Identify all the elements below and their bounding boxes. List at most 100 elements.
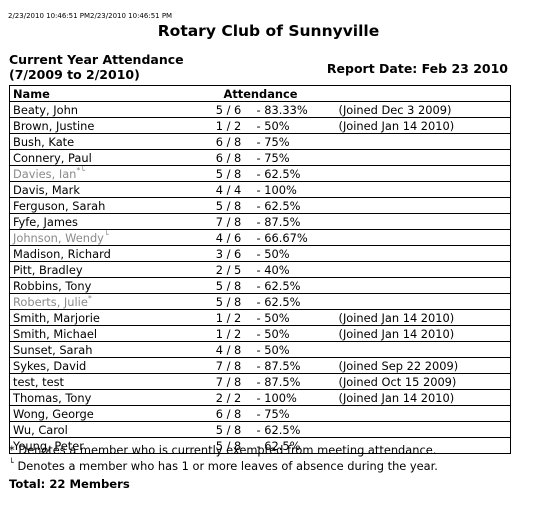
member-name: Bush, Kate bbox=[13, 135, 74, 149]
attendance-ratio: 2 / 2 bbox=[205, 390, 253, 406]
table-row: Connery, Paul 6 / 8- 75% bbox=[10, 150, 511, 166]
attendance-ratio: 5 / 8 bbox=[205, 278, 253, 294]
join-date-note bbox=[333, 182, 511, 198]
attendance-ratio: 5 / 8 bbox=[205, 198, 253, 214]
table-row: test, test 7 / 8- 87.5% (Joined Oct 15 200… bbox=[10, 374, 511, 390]
attendance-ratio: 4 / 4 bbox=[205, 182, 253, 198]
table-row: Roberts, Julie* 5 / 8- 62.5% bbox=[10, 294, 511, 310]
attendance-ratio: 6 / 8 bbox=[205, 134, 253, 150]
member-name-cell: Sykes, David bbox=[10, 358, 205, 374]
member-status-mark: *└ bbox=[76, 166, 85, 175]
attendance-ratio: 1 / 2 bbox=[205, 326, 253, 342]
table-row: Davis, Mark 4 / 4- 100% bbox=[10, 182, 511, 198]
attendance-ratio: 3 / 6 bbox=[205, 246, 253, 262]
member-name-cell: Johnson, Wendy└ bbox=[10, 230, 205, 246]
column-header-name: Name bbox=[10, 86, 205, 102]
attendance-percent: - 50% bbox=[253, 118, 333, 134]
join-date-note: (Joined Jan 14 2010) bbox=[333, 390, 511, 406]
member-name: Sunset, Sarah bbox=[13, 343, 92, 357]
table-row: Ferguson, Sarah 5 / 8- 62.5% bbox=[10, 198, 511, 214]
table-row: Sunset, Sarah 4 / 8- 50% bbox=[10, 342, 511, 358]
member-name: Wu, Carol bbox=[13, 423, 68, 437]
member-name-cell: Davis, Mark bbox=[10, 182, 205, 198]
attendance-percent: - 100% bbox=[253, 182, 333, 198]
table-row: Sykes, David 7 / 8- 87.5% (Joined Sep 22 2… bbox=[10, 358, 511, 374]
attendance-percent: - 83.33% bbox=[253, 102, 333, 118]
member-name: Wong, George bbox=[13, 407, 94, 421]
member-name: Robbins, Tony bbox=[13, 279, 91, 293]
report-date: Report Date: Feb 23 2010 bbox=[0, 61, 508, 76]
member-name-cell: Roberts, Julie* bbox=[10, 294, 205, 310]
attendance-percent: - 62.5% bbox=[253, 278, 333, 294]
join-date-note bbox=[333, 342, 511, 358]
table-row: Smith, Michael 1 / 2- 50% (Joined Jan 14 2… bbox=[10, 326, 511, 342]
member-name: Brown, Justine bbox=[13, 119, 94, 133]
column-header-attendance: Attendance bbox=[205, 86, 511, 102]
attendance-ratio: 4 / 8 bbox=[205, 342, 253, 358]
attendance-percent: - 87.5% bbox=[253, 374, 333, 390]
attendance-percent: - 62.5% bbox=[253, 166, 333, 182]
table-row: Johnson, Wendy└ 4 / 6- 66.67% bbox=[10, 230, 511, 246]
attendance-percent: - 100% bbox=[253, 390, 333, 406]
join-date-note: (Joined Dec 3 2009) bbox=[333, 102, 511, 118]
join-date-note bbox=[333, 134, 511, 150]
attendance-percent: - 62.5% bbox=[253, 422, 333, 438]
footnote-exempt: * Denotes a member who is currently exem… bbox=[9, 443, 436, 458]
table-row: Robbins, Tony 5 / 8- 62.5% bbox=[10, 278, 511, 294]
join-date-note bbox=[333, 262, 511, 278]
attendance-percent: - 75% bbox=[253, 406, 333, 422]
table-header-row: Name Attendance bbox=[10, 86, 511, 102]
join-date-note bbox=[333, 214, 511, 230]
member-name-cell: Madison, Richard bbox=[10, 246, 205, 262]
join-date-note bbox=[333, 294, 511, 310]
footnote-leave: └ Denotes a member who has 1 or more lea… bbox=[9, 459, 438, 474]
table-row: Brown, Justine 1 / 2- 50% (Joined Jan 14 2… bbox=[10, 118, 511, 134]
table-row: Smith, Marjorie 1 / 2- 50% (Joined Jan 14 … bbox=[10, 310, 511, 326]
join-date-note: (Joined Jan 14 2010) bbox=[333, 310, 511, 326]
attendance-percent: - 50% bbox=[253, 310, 333, 326]
join-date-note: (Joined Oct 15 2009) bbox=[333, 374, 511, 390]
member-name-cell: Davies, Ian*└ bbox=[10, 166, 205, 182]
attendance-percent: - 66.67% bbox=[253, 230, 333, 246]
join-date-note bbox=[333, 422, 511, 438]
member-name: Thomas, Tony bbox=[13, 391, 91, 405]
table-row: Madison, Richard 3 / 6- 50% bbox=[10, 246, 511, 262]
attendance-ratio: 5 / 8 bbox=[205, 422, 253, 438]
table-row: Fyfe, James 7 / 8- 87.5% bbox=[10, 214, 511, 230]
join-date-note bbox=[333, 278, 511, 294]
table-row: Beaty, John 5 / 6- 83.33% (Joined Dec 3 20… bbox=[10, 102, 511, 118]
club-title: Rotary Club of Sunnyville bbox=[0, 20, 537, 42]
attendance-percent: - 75% bbox=[253, 134, 333, 150]
attendance-percent: - 87.5% bbox=[253, 214, 333, 230]
member-name-cell: Ferguson, Sarah bbox=[10, 198, 205, 214]
join-date-note bbox=[333, 150, 511, 166]
member-name-cell: test, test bbox=[10, 374, 205, 390]
table-row: Pitt, Bradley 2 / 5- 40% bbox=[10, 262, 511, 278]
total-members: Total: 22 Members bbox=[9, 477, 130, 492]
attendance-percent: - 50% bbox=[253, 326, 333, 342]
attendance-ratio: 5 / 8 bbox=[205, 166, 253, 182]
attendance-percent: - 62.5% bbox=[253, 198, 333, 214]
member-name-cell: Wong, George bbox=[10, 406, 205, 422]
attendance-ratio: 6 / 8 bbox=[205, 150, 253, 166]
attendance-percent: - 40% bbox=[253, 262, 333, 278]
attendance-table: Name Attendance Beaty, John 5 / 6 - 83.33%… bbox=[9, 85, 511, 454]
attendance-ratio: 1 / 2 bbox=[205, 310, 253, 326]
attendance-ratio: 2 / 5 bbox=[205, 262, 253, 278]
join-date-note: (Joined Sep 22 2009) bbox=[333, 358, 511, 374]
member-name-cell: Fyfe, James bbox=[10, 214, 205, 230]
table-row: Wu, Carol 5 / 8- 62.5% bbox=[10, 422, 511, 438]
member-name: Smith, Michael bbox=[13, 327, 97, 341]
attendance-ratio: 7 / 8 bbox=[205, 214, 253, 230]
attendance-ratio: 1 / 2 bbox=[205, 118, 253, 134]
member-name-cell: Connery, Paul bbox=[10, 150, 205, 166]
member-status-mark: * bbox=[88, 294, 92, 303]
table-row: Thomas, Tony 2 / 2- 100% (Joined Jan 14 20… bbox=[10, 390, 511, 406]
join-date-note bbox=[333, 246, 511, 262]
attendance-ratio: 7 / 8 bbox=[205, 358, 253, 374]
table-row: Bush, Kate 6 / 8- 75% bbox=[10, 134, 511, 150]
attendance-percent: - 50% bbox=[253, 246, 333, 262]
attendance-percent: - 50% bbox=[253, 342, 333, 358]
table-row: Davies, Ian*└ 5 / 8- 62.5% bbox=[10, 166, 511, 182]
member-name-cell: Robbins, Tony bbox=[10, 278, 205, 294]
